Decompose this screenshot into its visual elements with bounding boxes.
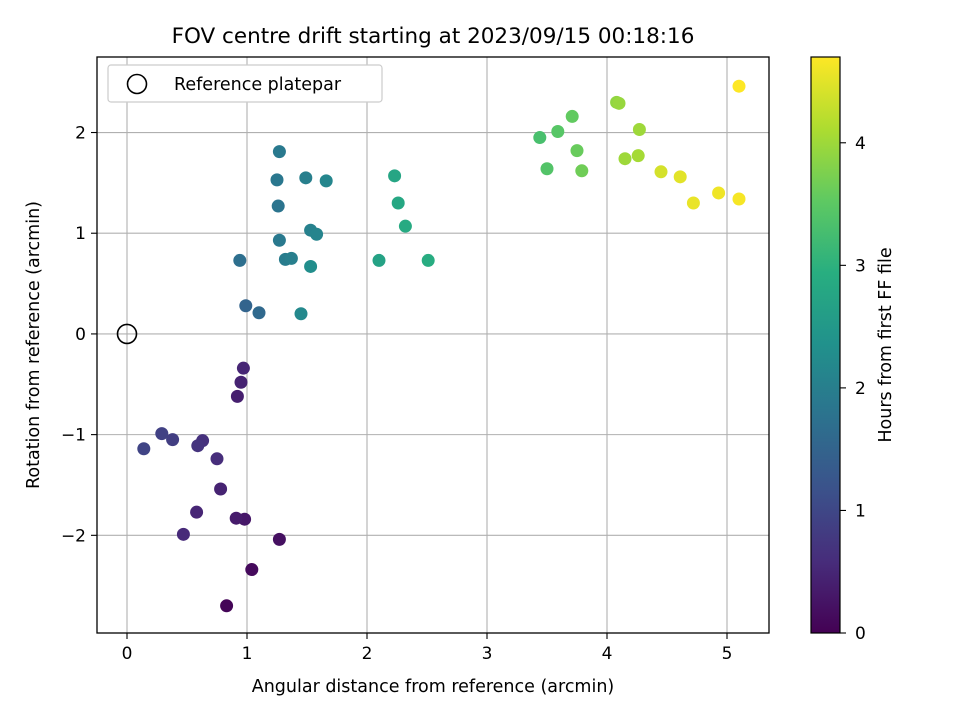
legend-marker-icon bbox=[126, 73, 148, 95]
legend-box bbox=[107, 64, 383, 103]
reference-platepar-marker bbox=[116, 323, 138, 345]
data-point bbox=[398, 219, 412, 233]
y-tick-label: −2 bbox=[61, 526, 86, 546]
data-point bbox=[421, 253, 435, 267]
data-point bbox=[673, 170, 687, 184]
data-points bbox=[137, 79, 746, 613]
data-point bbox=[631, 149, 645, 163]
x-tick-label: 1 bbox=[242, 644, 253, 664]
data-point bbox=[137, 442, 151, 456]
data-point bbox=[570, 144, 584, 158]
data-point bbox=[239, 299, 253, 313]
data-point bbox=[540, 162, 554, 176]
data-point bbox=[712, 186, 726, 200]
data-point bbox=[214, 482, 228, 496]
data-point bbox=[229, 511, 243, 525]
data-point bbox=[190, 505, 204, 519]
x-axis-ticks: 0 1 2 3 4 5 bbox=[122, 633, 733, 664]
data-point bbox=[166, 433, 180, 447]
colorbar-gradient bbox=[810, 56, 841, 634]
y-tick-label: 1 bbox=[75, 224, 86, 244]
data-point bbox=[575, 164, 589, 178]
colorbar-ticks: 0 1 2 3 4 bbox=[840, 134, 866, 644]
data-point bbox=[388, 169, 402, 183]
data-point bbox=[732, 192, 746, 206]
chart-title: FOV centre drift starting at 2023/09/15 … bbox=[172, 24, 695, 49]
colorbar-tick-label: 2 bbox=[855, 379, 866, 399]
y-tick-label: −1 bbox=[61, 426, 86, 446]
data-point bbox=[245, 563, 259, 577]
colorbar-tick-label: 1 bbox=[855, 501, 866, 521]
data-point bbox=[210, 452, 224, 466]
data-point bbox=[551, 125, 565, 139]
reference-marker bbox=[116, 323, 138, 345]
data-point bbox=[612, 96, 626, 110]
data-point bbox=[299, 171, 313, 185]
colorbar: 0 1 2 3 4 Hours from first FF file bbox=[810, 56, 896, 644]
data-point bbox=[271, 199, 285, 213]
colorbar-label: Hours from first FF file bbox=[876, 247, 896, 442]
y-axis-ticks: −2 −1 0 1 2 bbox=[61, 124, 97, 546]
plot-area-frame bbox=[96, 56, 770, 634]
data-point bbox=[230, 389, 244, 403]
x-tick-label: 3 bbox=[482, 644, 493, 664]
grid-lines bbox=[97, 57, 769, 633]
legend: Reference platepar bbox=[107, 64, 383, 103]
colorbar-tick-label: 0 bbox=[855, 624, 866, 644]
x-axis-label: Angular distance from reference (arcmin) bbox=[252, 677, 615, 697]
y-tick-label: 0 bbox=[75, 325, 86, 345]
x-tick-label: 5 bbox=[722, 644, 733, 664]
data-point bbox=[618, 152, 632, 166]
data-point bbox=[272, 145, 286, 159]
data-point bbox=[732, 79, 746, 93]
data-point bbox=[272, 233, 286, 247]
data-point bbox=[686, 196, 700, 210]
data-point bbox=[233, 253, 247, 267]
y-tick-label: 2 bbox=[75, 124, 86, 144]
data-point bbox=[304, 259, 318, 273]
legend-entry-reference-platepar: Reference platepar bbox=[174, 75, 342, 95]
colorbar-tick-label: 3 bbox=[855, 256, 866, 276]
data-point bbox=[234, 375, 248, 389]
data-point bbox=[270, 173, 284, 187]
data-point bbox=[319, 174, 333, 188]
data-point bbox=[191, 439, 205, 453]
y-axis-label: Rotation from reference (arcmin) bbox=[24, 201, 44, 489]
data-point bbox=[391, 196, 405, 210]
data-point bbox=[252, 306, 266, 320]
x-tick-label: 2 bbox=[362, 644, 373, 664]
data-point bbox=[155, 427, 169, 441]
data-point bbox=[372, 253, 386, 267]
data-point bbox=[294, 307, 308, 321]
data-point bbox=[284, 251, 298, 265]
data-point bbox=[310, 227, 324, 241]
data-point bbox=[565, 109, 579, 123]
data-point bbox=[272, 532, 286, 546]
data-point bbox=[654, 165, 668, 179]
data-point bbox=[632, 123, 646, 137]
data-point bbox=[236, 361, 250, 375]
colorbar-tick-label: 4 bbox=[855, 134, 866, 154]
x-tick-label: 4 bbox=[602, 644, 613, 664]
x-tick-label: 0 bbox=[122, 644, 133, 664]
data-point bbox=[176, 527, 190, 541]
data-point bbox=[220, 599, 234, 613]
data-point bbox=[533, 131, 547, 145]
